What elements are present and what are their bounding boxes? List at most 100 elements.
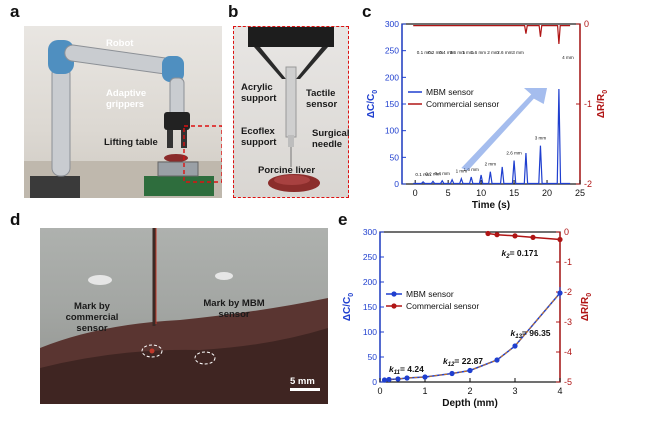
peak-label-c: 0.4 mm (435, 171, 450, 176)
legend-label-mbm-c: MBM sensor (426, 87, 474, 97)
y-right-tick-label-c: 0 (584, 19, 589, 29)
label-robot: Robot (106, 38, 134, 49)
legend-label-commercial-e: Commercial sensor (406, 301, 479, 311)
y-right-axis-label-c: ΔR/R0 (596, 90, 609, 118)
data-point-mbm-e (467, 367, 473, 374)
x-axis-label-e: Depth (mm) (442, 398, 498, 409)
y-left-tick-label-e: 150 (363, 302, 377, 312)
label-commercial-line1: Mark by commercial (65, 301, 119, 323)
data-point-mbm-e (494, 357, 500, 363)
label-acrylic: Acrylic (241, 82, 273, 93)
label-grippers: grippers (106, 99, 145, 110)
y-right-tick-label-e: 0 (564, 227, 569, 237)
label-mbm-line1: Mark by MBM (203, 298, 265, 309)
x-tick-label-e: 3 (512, 386, 517, 396)
x-tick-label-c: 15 (509, 188, 519, 198)
x-tick-label-e: 4 (557, 386, 562, 396)
gripper-illustration (248, 27, 334, 192)
data-point-mbm-e (404, 375, 410, 381)
peak-label-c: 2 mm (485, 162, 497, 167)
panel-letter-e: e (338, 210, 348, 229)
label-lifting-table: Lifting table (104, 137, 158, 148)
x-tick-label-e: 1 (422, 386, 427, 396)
y-right-tick-label-e: -1 (564, 257, 572, 267)
fit-annotation-e: k11= 4.24 (389, 364, 424, 376)
fit-annotation-e: k2= 0.171 (502, 248, 539, 260)
y-right-tick-label-c: -2 (584, 179, 592, 189)
y-left-tick-label-c: 250 (385, 46, 399, 56)
y-left-tick-label-c: 50 (390, 152, 400, 162)
label-tactile-sensor: sensor (306, 99, 338, 110)
label-surgical: Surgical (312, 128, 350, 139)
legend-marker-commercial-e (391, 303, 397, 309)
data-point-mbm-e (395, 376, 401, 382)
peak-label-c: 1 mm (456, 169, 468, 174)
peak-label-c: 1.6 mm (464, 167, 479, 172)
data-point-mbm-e (449, 370, 455, 377)
data-point-commercial-e (557, 236, 563, 243)
x-axis-label-c: Time (s) (472, 200, 510, 210)
y-right-axis-label-e: ΔR/R0 (580, 293, 593, 321)
panel-letter-c: c (362, 2, 372, 21)
y-left-tick-label-c: 100 (385, 126, 399, 136)
top-peak-label-c: 0.6 mm (450, 50, 465, 55)
top-peak-label-c: 0.2 mm (428, 50, 443, 55)
data-point-commercial-e (485, 230, 491, 237)
data-point-commercial-e (494, 232, 500, 238)
data-point-mbm-e (386, 376, 392, 383)
liver-photo (40, 228, 328, 404)
peak-label-c: 0.2 mm (425, 171, 440, 176)
chart-e: 0 1 2 3 4 0 50 100 150 200 250 300 0 -1 -2 -3 -4 -5 Depth … (342, 227, 593, 409)
label-commercial-mark: Mark by commercial sensor (52, 301, 132, 334)
peak-label-c: 0.1 mm (415, 172, 430, 177)
y-left-tick-label-c: 0 (394, 179, 399, 189)
trend-arrow-c (461, 88, 548, 171)
y-right-tick-label-e: -3 (564, 317, 572, 327)
label-adaptive: Adaptive (106, 88, 147, 99)
legend-label-mbm-e: MBM sensor (406, 289, 454, 299)
top-peak-label-c: 2.6 mm (497, 50, 512, 55)
legend-marker-mbm-e (391, 291, 397, 297)
x-tick-label-c: 0 (413, 188, 418, 198)
y-right-tick-label-e: -5 (564, 377, 572, 387)
data-point-mbm-e (512, 343, 518, 349)
label-ecoflex-support: support (241, 137, 277, 148)
fit-annotation-e: k13= 96.35 (511, 328, 551, 340)
y-left-tick-label-e: 250 (363, 252, 377, 262)
panel-letter-d: d (10, 210, 21, 229)
label-mbm-line2: sensor (218, 309, 250, 320)
x-tick-label-c: 10 (476, 188, 486, 198)
x-tick-label-e: 0 (377, 386, 382, 396)
x-tick-label-c: 25 (575, 188, 585, 198)
y-right-tick-label-e: -2 (564, 287, 572, 297)
label-surgical-needle: needle (312, 139, 343, 150)
liver-illustration (40, 228, 328, 404)
y-left-tick-label-c: 200 (385, 72, 399, 82)
y-left-tick-label-e: 50 (368, 352, 378, 362)
robot-illustration (24, 40, 222, 198)
y-right-tick-label-c: -1 (584, 99, 592, 109)
commercial-trace-c (413, 25, 571, 45)
peak-label-c: 3 mm (535, 136, 547, 141)
label-acrylic-support: support (241, 93, 277, 104)
y-left-tick-label-c: 150 (385, 99, 399, 109)
fit-annotation-e: k12= 22.87 (443, 356, 483, 368)
data-point-commercial-e (530, 234, 536, 240)
label-mbm-mark: Mark by MBM sensor (196, 298, 272, 320)
fit-line-mbm-e (384, 292, 561, 381)
y-left-tick-label-e: 0 (372, 377, 377, 387)
peak-label-c: 4 mm (562, 55, 574, 60)
mbm-trace-c (413, 89, 571, 185)
data-point-mbm-e (381, 377, 388, 383)
top-peak-label-c: 0.4 mm (439, 50, 454, 55)
x-tick-label-e: 2 (467, 386, 472, 396)
x-tick-label-c: 20 (542, 188, 552, 198)
panel-letter-b: b (228, 2, 239, 21)
y-left-axis-label-c: ΔC/C0 (366, 90, 379, 118)
label-tactile: Tactile (306, 88, 336, 99)
label-porcine-liver: Porcine liver (258, 165, 316, 176)
y-left-tick-label-c: 300 (385, 19, 399, 29)
data-point-commercial-e (512, 233, 518, 239)
y-left-tick-label-e: 200 (363, 277, 377, 287)
